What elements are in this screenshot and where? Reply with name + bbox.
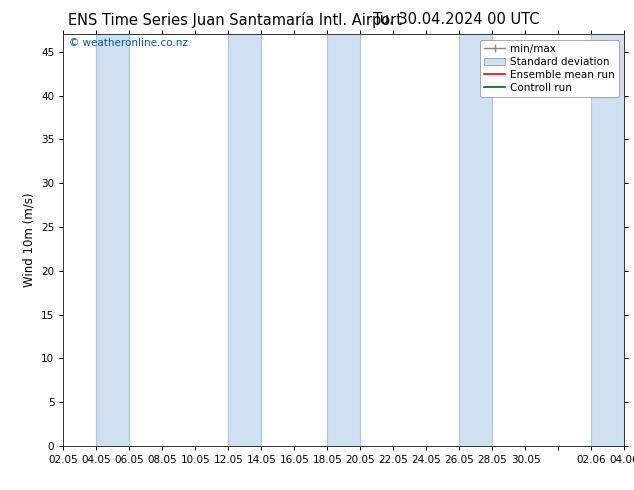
Legend: min/max, Standard deviation, Ensemble mean run, Controll run: min/max, Standard deviation, Ensemble me… bbox=[480, 40, 619, 97]
Bar bbox=[228, 34, 261, 446]
Bar bbox=[96, 34, 129, 446]
Bar bbox=[592, 34, 624, 446]
Bar bbox=[327, 34, 361, 446]
Text: ENS Time Series Juan Santamaría Intl. Airport: ENS Time Series Juan Santamaría Intl. Ai… bbox=[68, 12, 403, 28]
Text: © weatheronline.co.nz: © weatheronline.co.nz bbox=[69, 38, 188, 49]
Text: Tu. 30.04.2024 00 UTC: Tu. 30.04.2024 00 UTC bbox=[373, 12, 540, 27]
Y-axis label: Wind 10m (m/s): Wind 10m (m/s) bbox=[23, 193, 36, 287]
Bar bbox=[460, 34, 493, 446]
